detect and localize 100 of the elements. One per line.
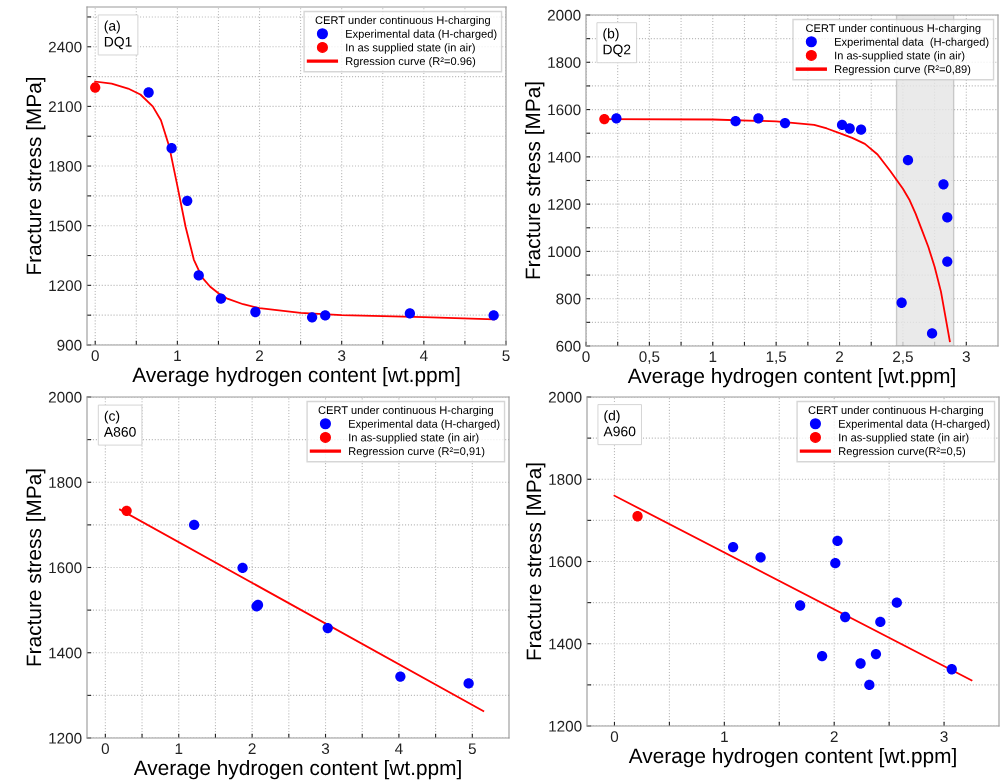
point [237, 562, 248, 574]
x-tick-label: 4 [395, 743, 403, 754]
point [836, 119, 848, 131]
point [166, 143, 177, 154]
y-tick-label: 1800 [549, 474, 582, 485]
point [830, 557, 841, 569]
legend-label: Regression curve(R²=0,5) [839, 446, 966, 458]
legend-label: Regression curve (R²=0,89) [835, 64, 971, 76]
point [730, 116, 741, 127]
point [840, 611, 851, 623]
point [727, 541, 739, 553]
y-tick-label: 1500 [49, 220, 82, 232]
x-tick-label: 2,5 [893, 351, 913, 364]
point [902, 155, 914, 166]
point [855, 658, 866, 669]
point [189, 519, 200, 531]
point [816, 650, 828, 662]
legend-label: In as-supplied state (in air) [839, 433, 969, 444]
point [215, 293, 227, 304]
point [395, 671, 406, 682]
point [306, 312, 318, 323]
annotation: (b) DQ2 [603, 28, 631, 57]
legend-label: Rgression curve (R²=0.96) [346, 56, 476, 68]
y-tick-label: 1600 [549, 556, 582, 568]
x-tick-label: 1 [721, 731, 728, 742]
point [855, 124, 867, 135]
point [404, 308, 416, 319]
y-tick-label: 2000 [547, 9, 581, 21]
point [875, 616, 886, 628]
x-axis-title: Average hydrogen content [wt.ppm] [133, 759, 461, 780]
x-tick-label: 0 [582, 351, 590, 363]
point [794, 600, 806, 611]
x-tick-label: 1 [175, 743, 183, 754]
y-tick-label: 800 [556, 293, 581, 305]
y-tick-label: 1200 [49, 280, 82, 292]
legend-title: CERT under continuous H-charging [318, 405, 493, 417]
y-tick-label: 2100 [48, 101, 82, 113]
y-axis-title: Fracture stress [MPa] [525, 463, 546, 660]
y-tick-label: 1200 [49, 732, 82, 744]
point [832, 535, 843, 547]
point [779, 117, 791, 129]
x-tick-label: 4 [419, 350, 428, 361]
point [844, 123, 855, 134]
x-tick-label: 3 [321, 743, 330, 755]
point [942, 212, 953, 223]
x-tick-label: 2 [836, 351, 844, 362]
x-axis-title: Average hydrogen content [wt.ppm] [628, 747, 956, 768]
x-tick-label: 0 [101, 743, 109, 755]
x-tick-label: 2 [248, 743, 256, 754]
annotation: (d) A960 [603, 410, 636, 437]
point [942, 256, 953, 267]
y-tick-label: 1200 [549, 720, 582, 732]
legend-label: Experimental data (H-charged) [349, 419, 500, 430]
x-tick-label: 0 [610, 731, 619, 743]
point [753, 113, 764, 124]
x-tick-label: 5 [468, 743, 476, 755]
y-tick-label: 1200 [548, 199, 581, 210]
legend-title: CERT under continuous H-charging [315, 15, 490, 27]
point [182, 195, 193, 206]
legend-label: Experimental data (H-charged) [839, 419, 990, 430]
point [322, 622, 333, 634]
legend-label: In as supplied state (in air) [346, 43, 475, 54]
point [864, 679, 875, 691]
point [250, 306, 261, 318]
y-tick-label: 1400 [549, 638, 582, 650]
x-tick-label: 2 [256, 350, 264, 361]
point [755, 552, 766, 563]
point [938, 179, 949, 190]
annotation: (c) A860 [103, 410, 136, 437]
y-axis-title: Fracture stress [MPa] [524, 82, 545, 279]
x-tick-label: 0,5 [639, 351, 660, 364]
legend-label: In as-supplied state (in air) [835, 51, 965, 62]
point [488, 310, 499, 321]
legend-title: CERT under continuous H-charging [806, 23, 981, 35]
y-tick-label: 2000 [548, 391, 582, 403]
point [193, 270, 204, 281]
point [926, 328, 938, 339]
point [896, 297, 907, 308]
point [463, 678, 474, 689]
y-tick-label: 2000 [48, 391, 82, 403]
legend-label: Experimental data (H-charged) [835, 37, 989, 48]
x-tick-label: 3 [962, 351, 970, 363]
x-tick-label: 1 [174, 350, 181, 361]
annotation: (a) DQ1 [104, 20, 132, 50]
y-tick-label: 1000 [548, 246, 581, 258]
point [143, 87, 154, 98]
legend-label: Regression curve (R²=0,91) [349, 446, 485, 458]
y-tick-label: 1800 [49, 160, 82, 172]
y-axis-title: Fracture stress [MPa] [25, 469, 46, 666]
y-tick-label: 1600 [49, 562, 82, 574]
point [891, 597, 902, 608]
point [320, 310, 331, 321]
y-tick-label: 2400 [48, 41, 82, 53]
y-tick-label: 900 [57, 339, 82, 351]
legend-label: In as-supplied state (in air) [349, 433, 479, 444]
x-axis-title: Average hydrogen content [wt.ppm] [132, 366, 460, 387]
x-tick-label: 3 [940, 731, 948, 743]
y-axis-title: Fracture stress [MPa] [25, 77, 46, 274]
point [870, 648, 882, 660]
y-tick-label: 1400 [49, 647, 82, 659]
